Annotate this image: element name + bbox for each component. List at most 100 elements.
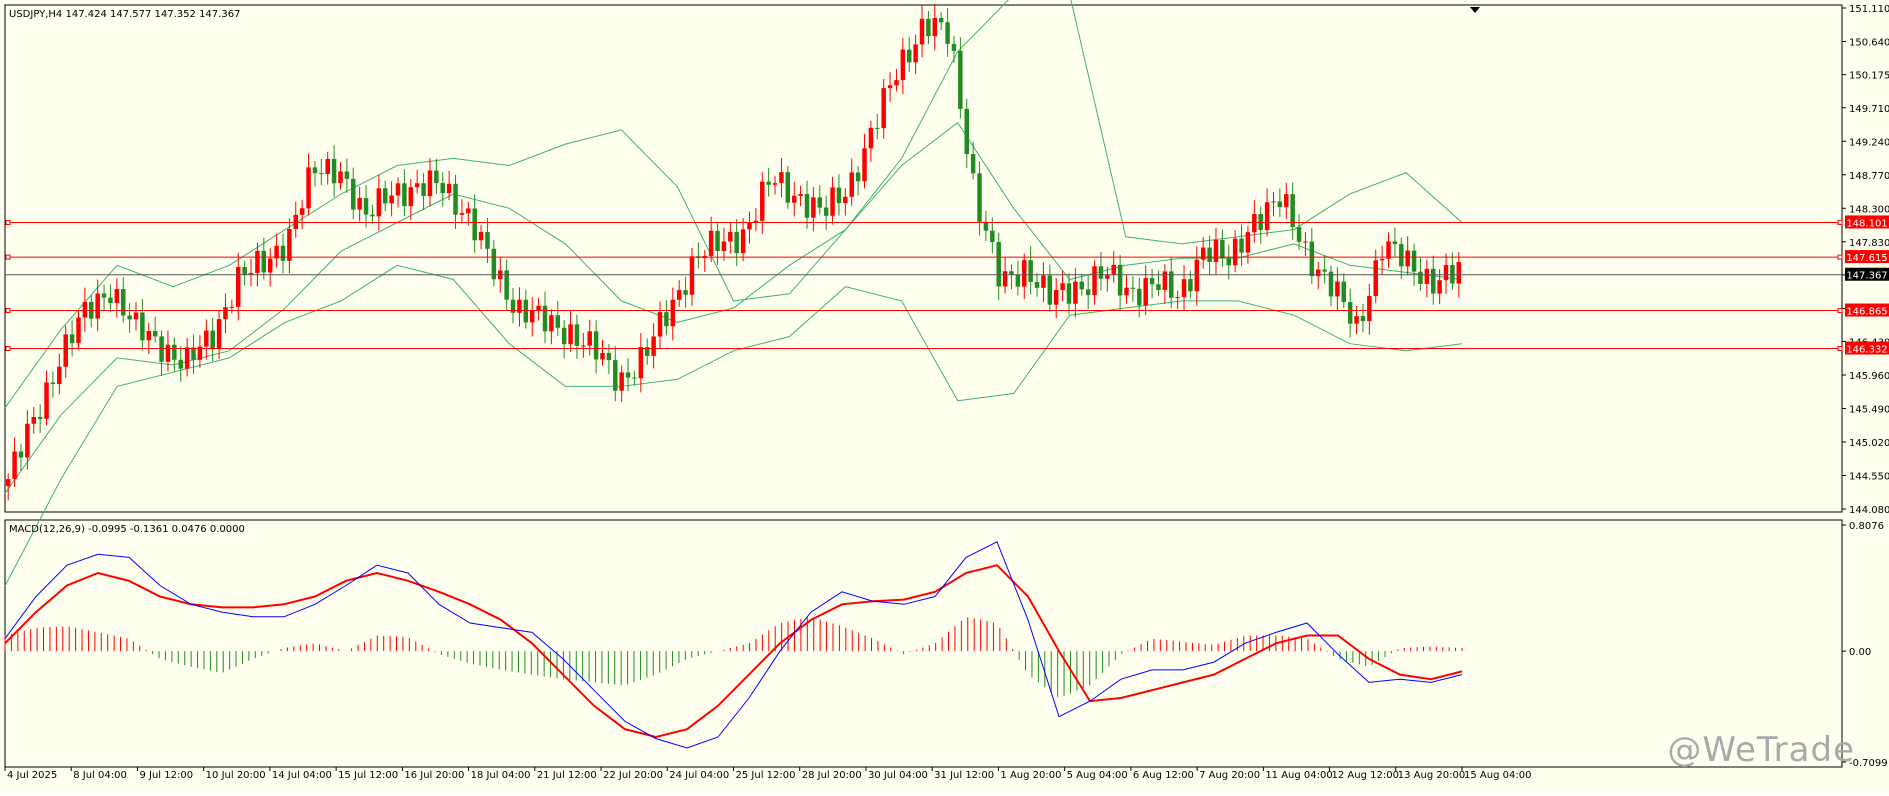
candle-bearish	[172, 344, 177, 360]
candle-bearish	[1220, 239, 1225, 259]
candle-bullish	[1073, 281, 1078, 304]
candle-bullish	[5, 479, 11, 487]
candle-bearish	[983, 221, 989, 231]
candle-bullish	[338, 171, 343, 184]
candle-bearish	[1207, 247, 1212, 262]
candle-bullish	[31, 417, 36, 424]
candle-bearish	[1360, 316, 1366, 322]
candle-bullish	[1213, 239, 1219, 262]
bollinger-middle-line	[4, 121, 1463, 494]
shift-marker-icon	[1470, 7, 1480, 13]
candle-bearish	[472, 208, 477, 241]
candle-bearish	[542, 305, 548, 332]
candle-bearish	[958, 50, 963, 109]
candle-bearish	[510, 299, 516, 313]
candle-bullish	[689, 256, 695, 295]
candle-bullish	[1162, 271, 1168, 291]
candle-bullish	[536, 305, 541, 311]
candle-bullish	[913, 44, 918, 63]
candle-bearish	[382, 188, 388, 204]
candle-bearish	[1309, 241, 1315, 277]
candle-bearish	[875, 127, 880, 129]
candle-bearish	[1322, 269, 1327, 272]
candle-bullish	[638, 347, 644, 379]
candle-bearish	[574, 324, 580, 346]
candle-bearish	[606, 353, 612, 361]
candle-bearish	[1149, 278, 1155, 285]
candle-bullish	[223, 307, 228, 320]
macd-panel-title: MACD(12,26,9) -0.0995 -0.1361 0.0476 0.0…	[9, 524, 245, 535]
candle-bullish	[25, 423, 30, 458]
candle-bullish	[408, 187, 414, 207]
candle-bearish	[140, 312, 145, 341]
candle-bearish	[1015, 274, 1021, 287]
candle-bullish	[204, 330, 209, 347]
candle-bearish	[766, 181, 771, 185]
candle-bullish	[1200, 247, 1206, 260]
candle-bullish	[248, 272, 254, 275]
candle-bearish	[242, 267, 247, 275]
candle-bullish	[12, 451, 17, 480]
candle-bearish	[593, 331, 599, 360]
candle-bearish	[926, 18, 931, 37]
candle-bearish	[804, 194, 810, 218]
time-axis-label: 22 Jul 20:00	[603, 770, 663, 781]
candle-bullish	[1181, 279, 1187, 298]
level-left-marker	[5, 219, 11, 225]
candle-bearish	[363, 198, 369, 215]
candle-bearish	[1418, 271, 1423, 284]
candle-bullish	[1175, 297, 1180, 299]
candle-bullish	[1053, 290, 1059, 305]
bollinger-lower-line	[4, 264, 1463, 587]
candle-bullish	[779, 172, 784, 184]
candle-bullish	[1405, 250, 1410, 267]
candle-bearish	[1085, 289, 1091, 296]
level-price-label: 146.332	[1846, 345, 1887, 356]
candle-bullish	[76, 317, 81, 344]
candle-bullish	[843, 196, 848, 204]
candle-bearish	[191, 347, 196, 360]
candle-bullish	[325, 158, 330, 174]
time-axis-label: 30 Jul 04:00	[868, 770, 928, 781]
candle-bullish	[1367, 296, 1372, 322]
candle-bearish	[1028, 260, 1033, 283]
candle-bearish	[990, 230, 995, 243]
price-axis-label: 150.640	[1849, 37, 1889, 48]
candle-bearish	[178, 359, 183, 369]
time-axis-label: 21 Jul 12:00	[537, 770, 597, 781]
candle-bearish	[261, 250, 267, 273]
candle-bullish	[274, 245, 279, 259]
macd-axis-label: 0.00	[1849, 647, 1871, 658]
candle-bullish	[95, 293, 100, 319]
time-axis-label: 25 Jul 12:00	[736, 770, 796, 781]
candle-bullish	[747, 222, 752, 230]
candle-bullish	[1022, 260, 1027, 287]
candle-bullish	[517, 299, 522, 313]
candle-bullish	[293, 214, 298, 229]
candle-bearish	[1392, 241, 1398, 245]
candle-bearish	[523, 299, 529, 323]
macd-axis-label: -0.7099	[1849, 758, 1888, 769]
candle-bearish	[50, 382, 56, 384]
candle-bullish	[830, 187, 835, 216]
current-price-label: 147.367	[1846, 271, 1887, 282]
candle-bearish	[351, 178, 356, 210]
level-right-marker	[1837, 219, 1843, 225]
candle-bullish	[862, 148, 867, 182]
candle-bullish	[1252, 214, 1257, 233]
time-axis-label: 28 Jul 20:00	[802, 770, 862, 781]
candle-bearish	[664, 312, 669, 327]
candle-bullish	[728, 231, 733, 242]
candle-bullish	[894, 80, 899, 86]
candle-bullish	[44, 382, 49, 419]
candle-bullish	[753, 220, 759, 223]
candle-bearish	[319, 173, 324, 175]
time-axis-label: 6 Aug 12:00	[1133, 770, 1194, 781]
candle-bullish	[299, 208, 305, 215]
current-price-tag	[1845, 267, 1889, 281]
candle-bullish	[184, 347, 190, 369]
candle-bullish	[587, 331, 592, 346]
candle-bullish	[146, 330, 152, 341]
level-right-marker	[1837, 308, 1843, 314]
